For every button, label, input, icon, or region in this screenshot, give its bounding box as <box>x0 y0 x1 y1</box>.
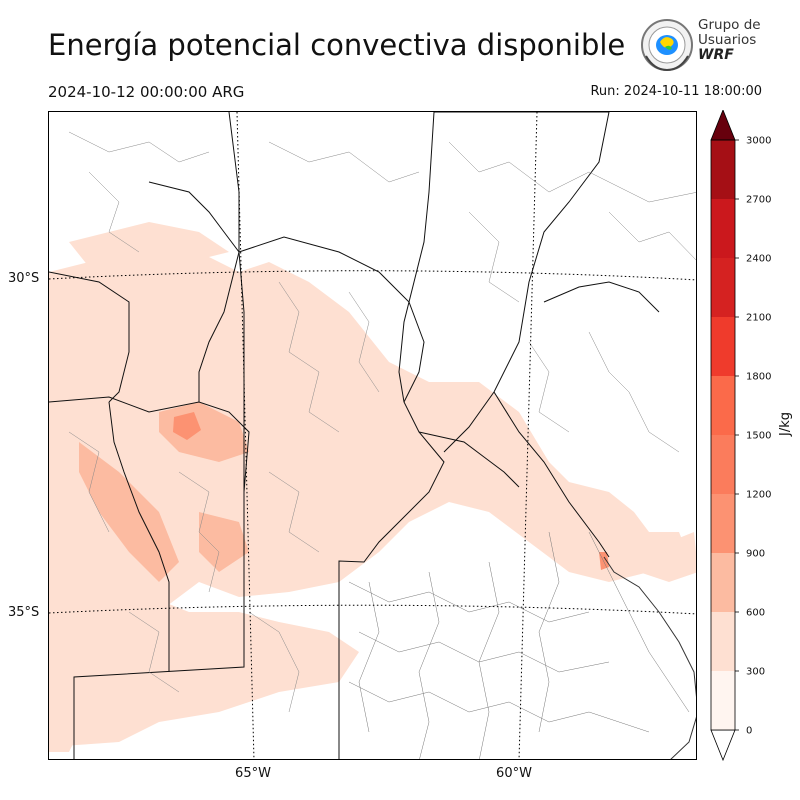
partido-line-6 <box>478 561 500 759</box>
lon-label-65w: 65°W <box>235 766 271 781</box>
parallel-35s <box>49 604 696 615</box>
province-boundaries <box>49 112 660 759</box>
colorbar-band <box>711 671 735 730</box>
colorbar-band <box>711 258 735 317</box>
colorbar-tick-label: 0 <box>746 726 752 737</box>
boundary-line-3 <box>49 271 130 403</box>
colorbar-tick-label: 2100 <box>746 313 771 324</box>
colorbar-band <box>711 376 735 435</box>
logo-line2: Usuarios <box>698 32 757 48</box>
valid-time-label: 2024-10-12 00:00:00 ARG <box>48 83 245 101</box>
colorbar-tick-label: 2700 <box>746 195 771 206</box>
colorbar-unit-label: J/kg <box>778 412 793 436</box>
colorbar-tick-label: 300 <box>746 667 765 678</box>
colorbar-tick-label: 1500 <box>746 431 771 442</box>
coastline <box>603 556 696 759</box>
boundary-line-2 <box>238 236 425 403</box>
graticule <box>49 112 696 759</box>
cape-core-1 <box>79 442 179 582</box>
dept-line-9 <box>68 431 110 533</box>
map-canvas <box>49 112 696 759</box>
colorbar: 0 300 600 900 1200 1500 1800 2100 2400 2700 3000 <box>710 110 771 762</box>
boundary-line-5 <box>108 401 170 672</box>
dept-line-10 <box>178 471 220 593</box>
partido-line-8 <box>588 531 690 713</box>
colorbar-tick-label: 600 <box>746 608 765 619</box>
dept-line-6 <box>608 211 696 261</box>
department-boundaries <box>68 131 696 713</box>
lon-label-60w: 60°W <box>496 766 532 781</box>
dept-line-14 <box>128 611 180 693</box>
colorbar-tick-label: 2400 <box>746 254 771 265</box>
partido-line-2 <box>358 631 610 673</box>
colorbar-tick-label: 3000 <box>746 136 771 147</box>
dept-line-1 <box>68 131 210 163</box>
dept-line-2 <box>88 171 140 253</box>
colorbar-extend-low <box>710 729 736 762</box>
dept-line-7 <box>278 281 340 433</box>
boundary-line-6 <box>73 251 245 759</box>
dept-line-3 <box>268 141 420 183</box>
wrf-logo: Grupo de Usuarios WRF <box>638 16 762 72</box>
boundary-line-12 <box>418 431 520 488</box>
partido-line-3 <box>348 681 650 733</box>
partido-line-1 <box>348 581 590 623</box>
dept-line-12 <box>528 341 570 433</box>
run-time-label: Run: 2024-10-11 18:00:00 <box>590 84 762 99</box>
colorbar-tick-label: 1800 <box>746 372 771 383</box>
partido-line-4 <box>358 581 380 733</box>
boundary-line-4 <box>49 396 250 493</box>
cape-region-south <box>49 582 359 747</box>
dept-line-15 <box>248 611 300 713</box>
colorbar-extend-high <box>710 110 736 141</box>
meridian-60w <box>518 112 538 759</box>
cape-core-3 <box>199 512 249 572</box>
logo-text: Grupo de Usuarios WRF <box>698 18 761 63</box>
logo-line1: Grupo de <box>698 17 761 33</box>
colorbar-band <box>711 494 735 553</box>
dept-line-5 <box>468 211 520 303</box>
chart-title: Energía potencial convectiva disponible <box>48 28 626 62</box>
partido-line-7 <box>538 531 560 733</box>
colorbar-band <box>711 199 735 258</box>
colorbar-band <box>711 140 735 199</box>
partido-line-5 <box>418 571 440 759</box>
lat-label-35s: 35°S <box>8 605 40 620</box>
colorbar-band <box>711 553 735 612</box>
boundary-line-8 <box>434 112 610 453</box>
boundary-line-1 <box>148 181 240 402</box>
colorbar-band <box>711 435 735 494</box>
dept-line-4 <box>448 141 696 203</box>
cape-region-north <box>69 222 229 267</box>
meridian-65w <box>236 112 255 759</box>
parallel-30s <box>49 270 696 281</box>
cape-region-west <box>49 242 689 752</box>
cape-region-east <box>629 532 696 582</box>
dept-line-13 <box>588 331 680 453</box>
boundary-line-10 <box>543 281 660 313</box>
logo-line3: WRF <box>698 47 734 63</box>
cape-shading <box>49 222 696 752</box>
lat-label-30s: 30°S <box>8 271 40 286</box>
colorbar-tick-label: 900 <box>746 549 765 560</box>
colorbar-band <box>711 612 735 671</box>
partido-boundaries <box>348 531 690 759</box>
boundary-line-7 <box>338 112 445 759</box>
dept-line-8 <box>348 291 380 393</box>
cape-peak-1 <box>173 412 201 440</box>
map-frame <box>48 111 697 760</box>
boundary-line-11 <box>228 112 240 252</box>
colorbar-band <box>711 317 735 376</box>
dept-line-11 <box>268 471 320 553</box>
boundary-line-9 <box>493 391 610 558</box>
wrf-globe-icon <box>641 19 693 72</box>
colorbar-tick-label: 1200 <box>746 490 771 501</box>
